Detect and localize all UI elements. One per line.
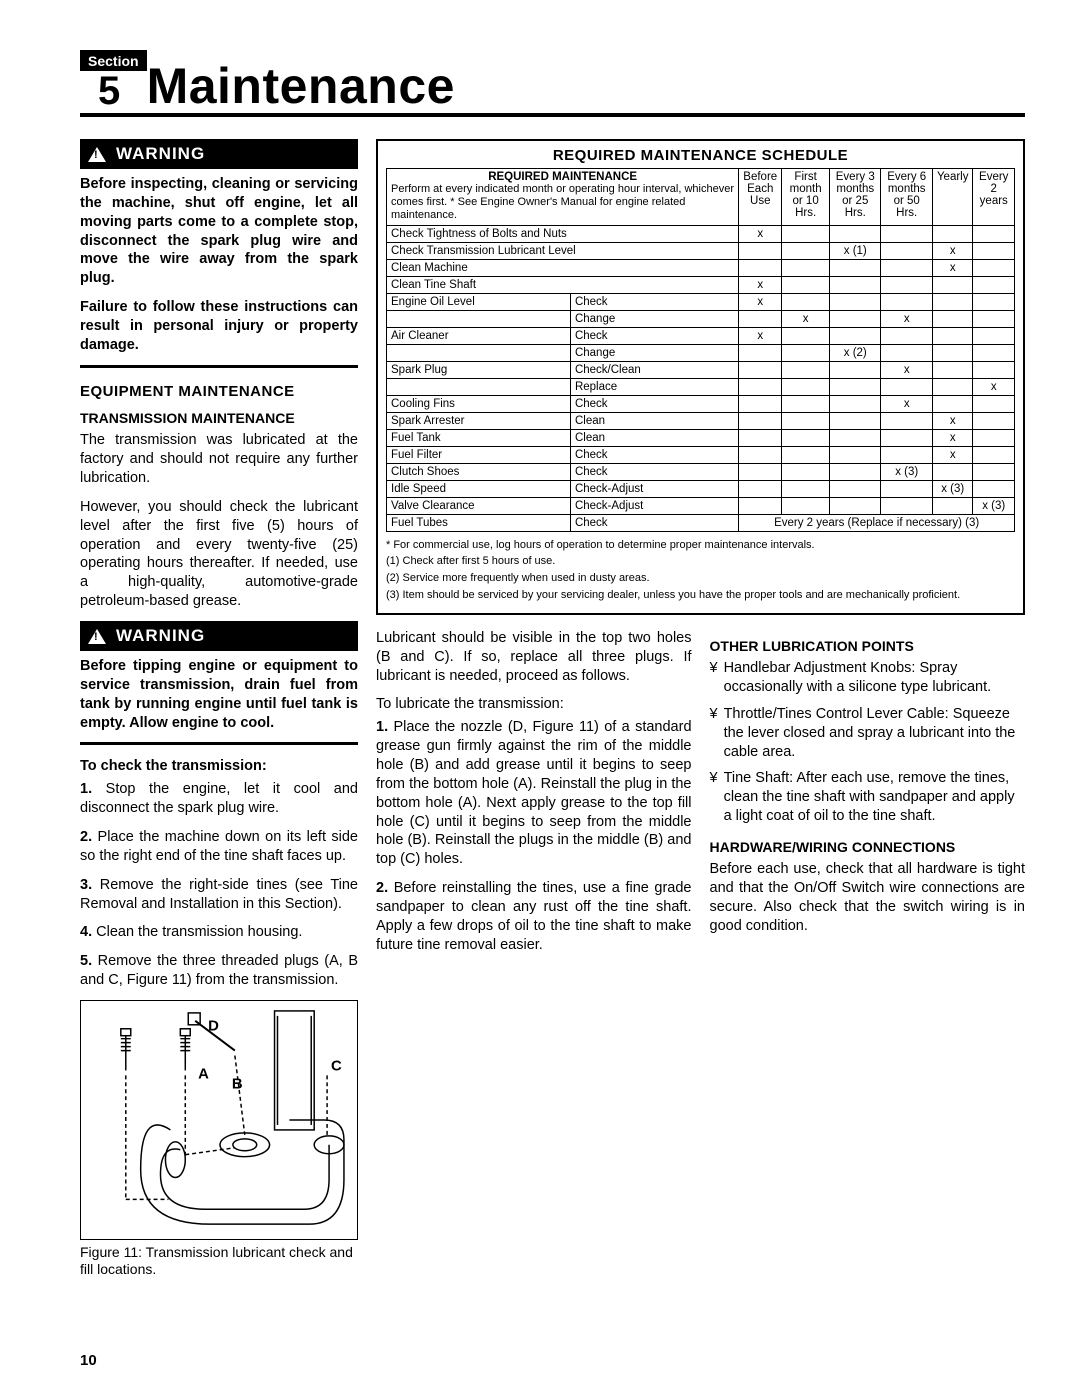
heading-equipment: EQUIPMENT MAINTENANCE	[80, 382, 358, 402]
body-text: 1. Place the nozzle (D, Figure 11) of a …	[376, 718, 692, 869]
lower-col-1: Lubricant should be visible in the top t…	[376, 629, 692, 965]
warning-label: WARNING	[116, 625, 205, 647]
svg-text:C: C	[331, 1058, 342, 1074]
list-item: ¥Tine Shaft: After each use, remove the …	[710, 769, 1026, 826]
right-region: REQUIRED MAINTENANCE SCHEDULE REQUIRED M…	[376, 139, 1025, 1279]
maintenance-schedule: REQUIRED MAINTENANCE SCHEDULE REQUIRED M…	[376, 139, 1025, 615]
table-row: Fuel TubesCheckEvery 2 years (Replace if…	[387, 514, 1015, 531]
table-row: Cooling FinsCheckx	[387, 395, 1015, 412]
section-title: Maintenance	[147, 61, 455, 113]
heading-hardware: HARDWARE/WIRING CONNECTIONS	[710, 838, 1026, 856]
body-text: Lubricant should be visible in the top t…	[376, 629, 692, 686]
table-row: Clean Machinex	[387, 259, 1015, 276]
divider	[80, 742, 358, 745]
body-text: The transmission was lubricated at the f…	[80, 431, 358, 488]
warning-text: Before inspecting, cleaning or servicing…	[80, 175, 358, 288]
warning-bar-2: WARNING	[80, 621, 358, 651]
warning-label: WARNING	[116, 143, 205, 165]
step: 5. Remove the three threaded plugs (A, B…	[80, 952, 358, 990]
lower-col-2: OTHER LUBRICATION POINTS ¥Handlebar Adju…	[710, 629, 1026, 965]
warning-icon	[88, 147, 106, 162]
step: 3. Remove the right-side tines (see Tine…	[80, 876, 358, 914]
figure-illustration: D A B C	[81, 1001, 357, 1239]
table-row: Idle SpeedCheck-Adjustx (3)	[387, 480, 1015, 497]
table-row: Clean Tine Shaftx	[387, 276, 1015, 293]
table-row: Spark ArresterCleanx	[387, 412, 1015, 429]
table-row: Spark PlugCheck/Cleanx	[387, 361, 1015, 378]
step: 1. Stop the engine, let it cool and disc…	[80, 780, 358, 818]
body-text: Before each use, check that all hardware…	[710, 860, 1026, 935]
table-row: Valve ClearanceCheck-Adjustx (3)	[387, 497, 1015, 514]
heading-transmission: TRANSMISSION MAINTENANCE	[80, 409, 358, 427]
figure-caption: Figure 11: Transmission lubricant check …	[80, 1244, 358, 1279]
table-row: Check Transmission Lubricant Levelx (1)x	[387, 242, 1015, 259]
table-row: Check Tightness of Bolts and Nutsx	[387, 225, 1015, 242]
page-number: 10	[80, 1352, 97, 1369]
step: 4. Clean the transmission housing.	[80, 923, 358, 942]
section-header: Section 5 Maintenance	[80, 50, 1025, 117]
subhead-check: To check the transmission:	[80, 757, 358, 776]
table-row: Air CleanerCheckx	[387, 327, 1015, 344]
table-row: Clutch ShoesCheckx (3)	[387, 463, 1015, 480]
heading-other-lube: OTHER LUBRICATION POINTS	[710, 637, 1026, 655]
warning-icon	[88, 629, 106, 644]
warning-text: Before tipping engine or equipment to se…	[80, 657, 358, 732]
schedule-title: REQUIRED MAINTENANCE SCHEDULE	[386, 147, 1015, 164]
svg-text:D: D	[208, 1019, 219, 1035]
warning-text: Failure to follow these instructions can…	[80, 298, 358, 355]
list-item: ¥Handlebar Adjustment Knobs: Spray occas…	[710, 659, 1026, 697]
body-text: However, you should check the lubricant …	[80, 498, 358, 611]
left-column: WARNING Before inspecting, cleaning or s…	[80, 139, 358, 1279]
table-row: Engine Oil LevelCheckx	[387, 293, 1015, 310]
figure-11: D A B C	[80, 1000, 358, 1240]
table-row: Changexx	[387, 310, 1015, 327]
table-row: Replacex	[387, 378, 1015, 395]
schedule-footnotes: * For commercial use, log hours of opera…	[386, 538, 1015, 603]
section-number: 5	[80, 71, 147, 113]
subhead-lubricate: To lubricate the transmission:	[376, 695, 692, 714]
svg-text:B: B	[232, 1076, 243, 1092]
divider	[80, 365, 358, 368]
warning-bar-1: WARNING	[80, 139, 358, 169]
table-row: Changex (2)	[387, 344, 1015, 361]
body-text: 2. Before reinstalling the tines, use a …	[376, 879, 692, 954]
schedule-table: REQUIRED MAINTENANCE Perform at every in…	[386, 168, 1015, 532]
section-label: Section	[80, 50, 147, 71]
table-row: Fuel TankCleanx	[387, 429, 1015, 446]
list-item: ¥Throttle/Tines Control Lever Cable: Squ…	[710, 705, 1026, 762]
svg-text:A: A	[198, 1066, 209, 1082]
table-row: Fuel FilterCheckx	[387, 446, 1015, 463]
step: 2. Place the machine down on its left si…	[80, 828, 358, 866]
